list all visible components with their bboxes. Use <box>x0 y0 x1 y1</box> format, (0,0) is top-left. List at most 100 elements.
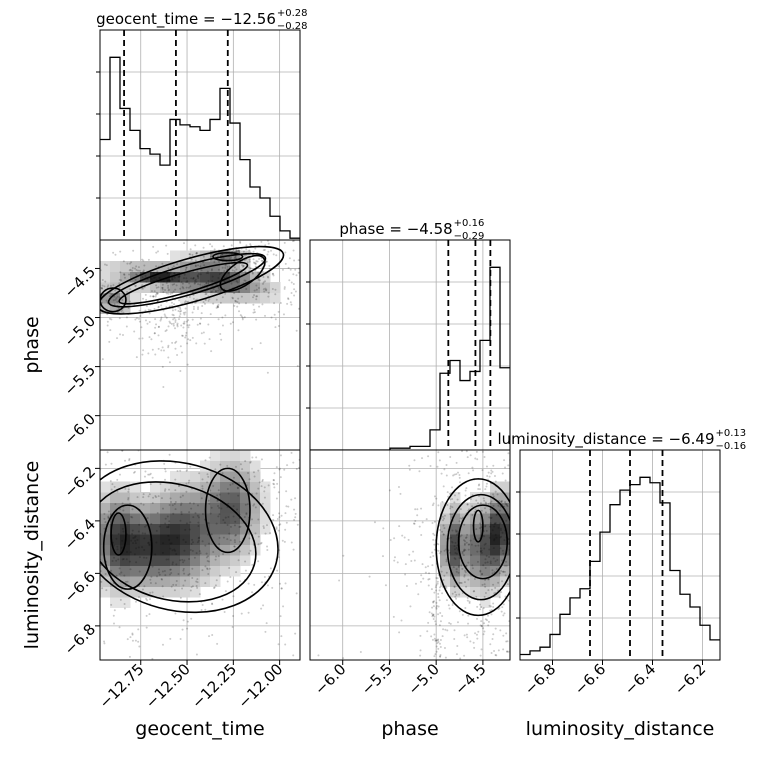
sample-point <box>484 717 486 719</box>
sample-point <box>199 552 202 555</box>
sample-point <box>257 518 260 521</box>
sample-point <box>471 513 474 516</box>
sample-point <box>516 550 518 552</box>
sample-point <box>458 474 461 477</box>
sample-point <box>512 654 514 656</box>
sample-point <box>195 252 198 255</box>
sample-point <box>172 583 175 586</box>
sample-point <box>130 261 133 264</box>
sample-point <box>45 658 47 660</box>
sample-point <box>253 503 256 506</box>
density-cell <box>190 523 201 535</box>
sample-point <box>95 492 97 494</box>
sample-point <box>273 313 276 316</box>
sample-point <box>484 745 486 747</box>
sample-point <box>91 286 93 288</box>
sample-point <box>224 516 227 519</box>
sample-point <box>464 489 467 492</box>
sample-point <box>241 316 244 319</box>
sample-point <box>143 585 146 588</box>
sample-point <box>255 492 258 495</box>
sample-point <box>265 289 268 292</box>
density-cell <box>120 502 131 514</box>
sample-point <box>297 307 300 310</box>
sample-point <box>124 580 127 583</box>
sample-point <box>131 639 134 642</box>
sample-point <box>284 251 287 254</box>
sample-point <box>62 546 64 548</box>
density-cell <box>110 597 121 608</box>
grid-lines <box>100 30 300 240</box>
sample-point <box>278 523 281 526</box>
density-cell <box>480 565 491 577</box>
contour-3 <box>457 504 508 580</box>
sample-point <box>556 578 558 580</box>
sample-point <box>394 265 396 267</box>
sample-point <box>451 592 454 595</box>
sample-point <box>253 420 255 422</box>
sample-point <box>163 489 166 492</box>
sample-point <box>160 340 163 343</box>
sample-point <box>398 631 401 634</box>
sample-point <box>455 530 458 533</box>
sample-point <box>485 554 488 557</box>
sample-point <box>511 649 513 651</box>
sample-point <box>161 262 164 265</box>
sample-point <box>490 469 493 472</box>
sample-point <box>239 463 242 466</box>
sample-point <box>210 291 213 294</box>
sample-point <box>492 446 494 448</box>
density-cell <box>210 271 221 283</box>
density-phase-luminosity_distance <box>317 265 558 747</box>
sample-point <box>535 571 537 573</box>
sample-point <box>205 281 208 284</box>
sample-point <box>434 639 437 642</box>
sample-point <box>490 516 493 519</box>
density-cell <box>220 513 231 524</box>
sample-point <box>530 424 532 426</box>
sample-point <box>101 279 104 282</box>
density-cell <box>100 261 111 272</box>
sample-point <box>184 307 187 310</box>
sample-point <box>118 567 121 570</box>
density-cell <box>460 576 471 587</box>
density-cell <box>220 292 231 304</box>
sample-point <box>120 428 122 430</box>
density-cell <box>180 534 191 545</box>
sample-point <box>534 513 536 515</box>
sample-point <box>116 478 119 481</box>
sample-point <box>466 503 469 506</box>
sample-point <box>186 300 189 303</box>
sample-point <box>491 470 494 473</box>
axes-frame-luminosity_distance-phase <box>309 449 511 661</box>
sample-point <box>456 498 459 501</box>
sample-point <box>305 293 307 295</box>
density-cell <box>110 576 121 587</box>
sample-point <box>222 553 225 556</box>
sample-point <box>120 546 123 549</box>
sample-point <box>207 475 210 478</box>
sample-point <box>471 564 474 567</box>
sample-point <box>433 637 436 640</box>
sample-point <box>498 572 501 575</box>
sample-point <box>255 284 258 287</box>
sample-point <box>328 641 330 643</box>
sample-point <box>196 586 199 589</box>
sample-point <box>232 515 235 518</box>
sample-point <box>14 562 16 564</box>
sample-point <box>303 468 305 470</box>
sample-point <box>245 244 248 247</box>
sample-point <box>433 615 436 618</box>
sample-point <box>459 517 462 520</box>
sample-point <box>364 275 366 277</box>
density-cell <box>200 481 211 493</box>
sample-point <box>480 624 483 627</box>
sample-point <box>255 298 258 301</box>
sample-point <box>461 450 464 453</box>
sample-point <box>163 462 166 465</box>
sample-point <box>499 547 502 550</box>
sample-point <box>153 290 156 293</box>
sample-point <box>141 284 144 287</box>
sample-point <box>228 532 231 535</box>
sample-point <box>239 240 242 243</box>
